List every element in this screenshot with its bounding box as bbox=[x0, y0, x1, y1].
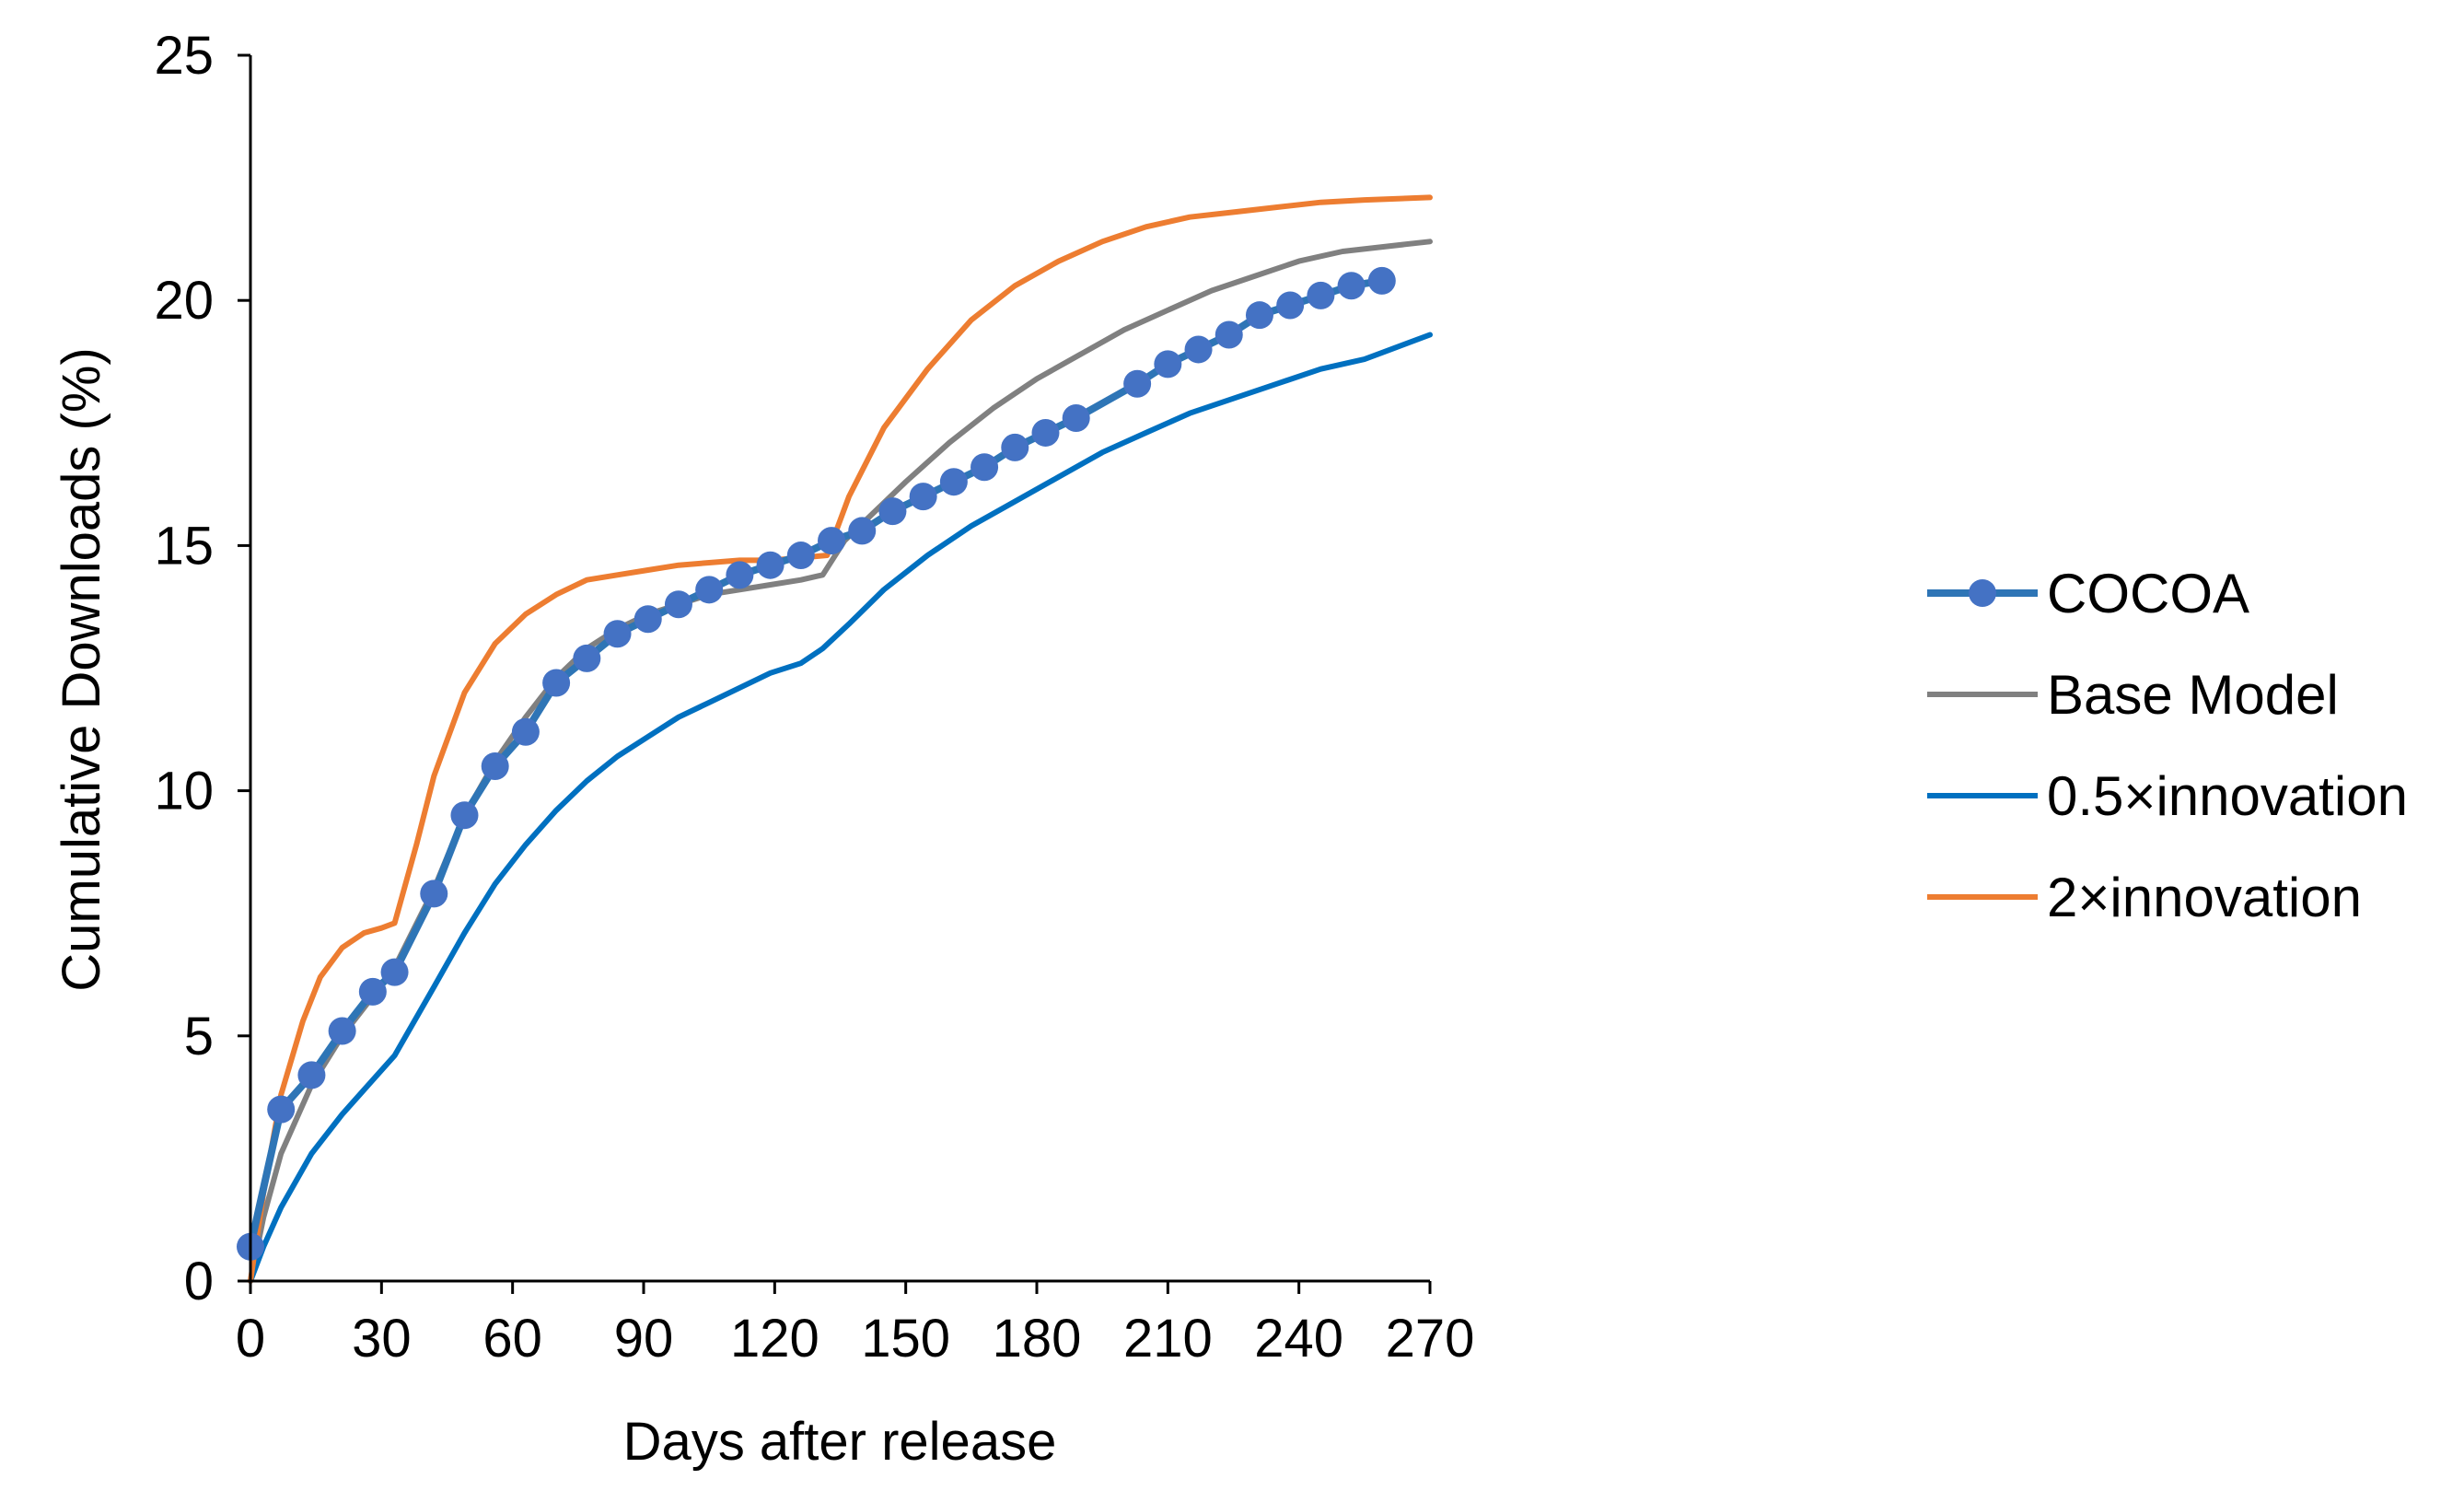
data-point-cocoa bbox=[1245, 301, 1273, 330]
y-axis-title: Cumulative Downloads (%) bbox=[52, 347, 111, 991]
y-tick-label: 5 bbox=[184, 1007, 214, 1066]
data-point-cocoa bbox=[786, 542, 815, 570]
data-point-cocoa bbox=[1276, 291, 1305, 320]
data-point-cocoa bbox=[297, 1061, 326, 1089]
data-point-cocoa bbox=[756, 551, 785, 579]
legend-label: Base Model bbox=[2047, 664, 2339, 726]
legend-item-2xinnovation: 2×innovation bbox=[1927, 867, 2362, 928]
data-point-cocoa bbox=[481, 751, 509, 780]
series-line-0-5xinnovation bbox=[248, 332, 1433, 1284]
data-point-cocoa bbox=[726, 561, 754, 589]
x-tick-label: 60 bbox=[482, 1309, 542, 1369]
y-ticks: 0 5 10 15 20 25 bbox=[154, 26, 250, 1311]
data-point-cocoa bbox=[542, 669, 571, 697]
data-point-cocoa bbox=[848, 517, 877, 545]
legend-label: COCOA bbox=[2047, 563, 2249, 624]
x-ticks: 0 30 60 90 120 150 180 210 240 270 bbox=[236, 1281, 1475, 1369]
x-tick-label: 30 bbox=[352, 1309, 412, 1369]
data-point-cocoa bbox=[380, 958, 409, 986]
data-point-cocoa bbox=[420, 879, 448, 908]
x-tick-label: 240 bbox=[1254, 1309, 1343, 1369]
data-point-cocoa bbox=[1367, 266, 1396, 295]
legend-label: 0.5×innovation bbox=[2047, 765, 2408, 827]
data-point-cocoa bbox=[1001, 433, 1029, 461]
y-tick-label: 10 bbox=[154, 762, 214, 821]
series-line-2xinnovation bbox=[248, 194, 1433, 1284]
legend-item-cocoa: COCOA bbox=[1927, 563, 2249, 624]
data-point-cocoa bbox=[1307, 281, 1335, 309]
legend-label: 2×innovation bbox=[2047, 867, 2362, 928]
data-point-cocoa bbox=[450, 801, 479, 830]
axes bbox=[249, 55, 1430, 1283]
plot-area bbox=[237, 194, 1433, 1284]
series-cocoa bbox=[237, 266, 1396, 1261]
data-point-cocoa bbox=[1215, 320, 1243, 349]
x-tick-label: 180 bbox=[993, 1309, 1082, 1369]
x-tick-label: 90 bbox=[614, 1309, 674, 1369]
data-point-cocoa bbox=[664, 590, 692, 619]
series-line-cocoa bbox=[247, 276, 1386, 1251]
x-tick-label: 0 bbox=[236, 1309, 265, 1369]
data-point-cocoa bbox=[573, 644, 601, 672]
data-point-cocoa bbox=[1154, 350, 1182, 379]
data-point-cocoa bbox=[328, 1017, 356, 1045]
series-base-model bbox=[248, 239, 1433, 1284]
data-point-cocoa bbox=[511, 717, 540, 746]
y-tick-label: 15 bbox=[154, 516, 214, 576]
legend-item-0-5xinnovation: 0.5×innovation bbox=[1927, 765, 2408, 827]
legend: COCOA Base Model 0.5×innovation 2×innovatio… bbox=[1927, 563, 2408, 928]
y-tick-label: 20 bbox=[154, 271, 214, 331]
series-2xinnovation bbox=[248, 194, 1433, 1284]
data-point-cocoa bbox=[818, 527, 846, 555]
y-tick-label: 0 bbox=[184, 1252, 214, 1311]
data-point-cocoa bbox=[878, 497, 907, 526]
series-0-5xinnovation bbox=[248, 332, 1433, 1284]
x-tick-label: 210 bbox=[1123, 1309, 1213, 1369]
data-point-cocoa bbox=[358, 977, 387, 1006]
x-tick-label: 120 bbox=[730, 1309, 819, 1369]
data-point-cocoa bbox=[1184, 335, 1213, 364]
y-tick-label: 25 bbox=[154, 26, 214, 86]
data-point-cocoa bbox=[1062, 403, 1090, 432]
data-point-cocoa bbox=[1337, 272, 1366, 300]
data-point-cocoa bbox=[603, 620, 632, 648]
data-point-cocoa bbox=[970, 453, 999, 482]
x-axis-title: Days after release bbox=[623, 1412, 1057, 1472]
x-tick-label: 270 bbox=[1386, 1309, 1475, 1369]
data-point-cocoa bbox=[909, 483, 937, 511]
data-point-cocoa bbox=[939, 468, 968, 496]
series-line-base-model bbox=[248, 239, 1433, 1284]
data-point-cocoa bbox=[267, 1095, 296, 1124]
data-point-cocoa bbox=[1123, 369, 1152, 398]
legend-marker bbox=[1969, 579, 1996, 607]
data-point-cocoa bbox=[1031, 418, 1060, 447]
data-point-cocoa bbox=[695, 576, 724, 604]
data-point-cocoa bbox=[633, 605, 662, 634]
x-tick-label: 150 bbox=[861, 1309, 950, 1369]
legend-item-base-model: Base Model bbox=[1927, 664, 2339, 726]
